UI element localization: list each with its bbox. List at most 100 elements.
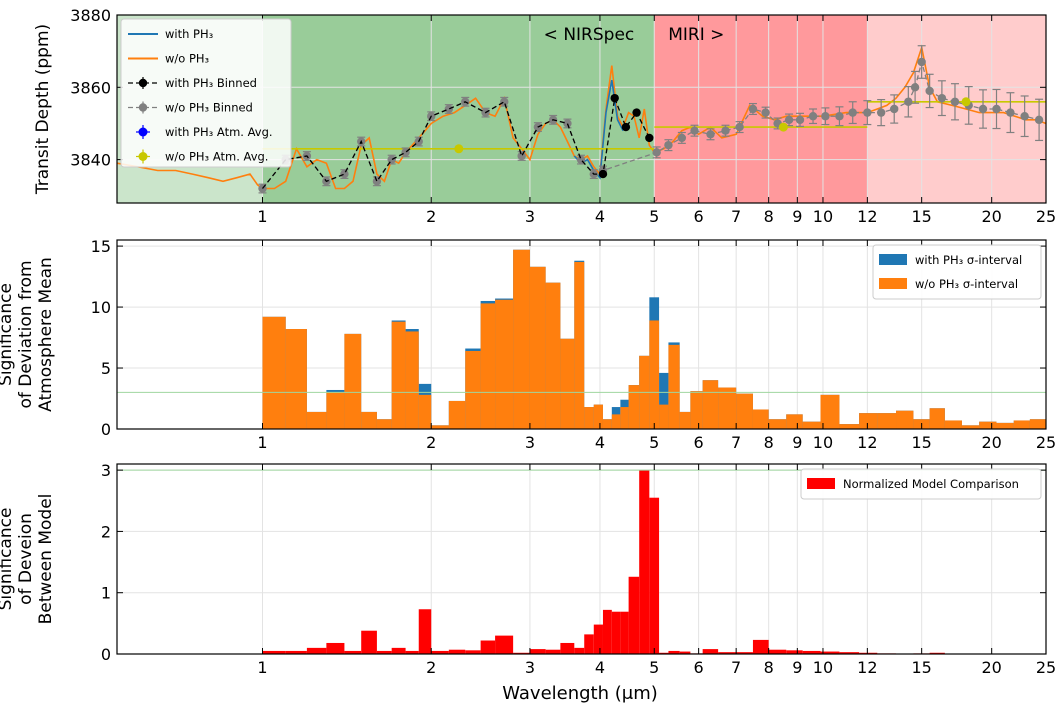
x-tick-label: 8 xyxy=(764,207,774,226)
region-label-nirspec: < NIRSpec xyxy=(544,25,635,45)
x-tick-label: 2 xyxy=(426,207,436,226)
x-tick-label: 25 xyxy=(1036,207,1056,226)
bar-model-comparison xyxy=(820,651,840,654)
transit-depth-panel: < NIRSpec MIRI >1 2 3 4 5 6 7 8 9 10 12 15 20 25384038… xyxy=(33,6,1056,226)
bar-model-comparison xyxy=(361,630,377,654)
x-tick-label: 7 xyxy=(731,207,741,226)
plot-frame xyxy=(116,14,1047,204)
y-axis-label-line: of Deviation from xyxy=(16,260,36,408)
binned-without-ph3-point xyxy=(890,104,899,114)
bar-with-ph3 xyxy=(659,372,669,429)
legend-item: w/o PH₃ Atm. Avg. xyxy=(136,149,268,164)
y-tick-label: 3860 xyxy=(70,78,111,97)
legend: with PH₃ σ-interval w/o PH₃ σ-interval xyxy=(872,244,1042,300)
binned-without-ph3-point xyxy=(517,151,526,161)
bar-without-ph3 xyxy=(611,414,621,429)
binned-without-ph3-point xyxy=(848,108,857,117)
bar-model-comparison xyxy=(285,650,307,654)
x-tick-label: 1 xyxy=(257,658,267,677)
legend-label: with PH₃ Binned xyxy=(165,76,257,90)
binned-without-ph3-point xyxy=(387,155,396,164)
bar-without-ph3 xyxy=(344,333,362,429)
binned-without-ph3-point xyxy=(652,148,661,157)
bar-model-comparison xyxy=(306,647,327,654)
bar-model-comparison xyxy=(602,609,612,654)
bar-without-ph3 xyxy=(768,419,787,429)
bar-model-comparison xyxy=(513,652,530,654)
binned-without-ph3-point xyxy=(706,130,715,139)
y-tick-label: 3 xyxy=(101,461,111,480)
binned-with-ph3-point xyxy=(632,108,641,117)
bar-model-comparison xyxy=(480,640,496,654)
binned-without-ph3-point xyxy=(876,108,886,117)
x-tick-label: 3 xyxy=(525,658,535,677)
binned-without-ph3-point xyxy=(340,169,349,179)
legend-box xyxy=(872,244,1042,300)
bar-without-ph3 xyxy=(285,329,307,429)
legend-item: with PH₃ Atm. Avg. xyxy=(136,125,273,139)
binned-without-ph3-point xyxy=(372,177,382,186)
legend-label: with PH₃ xyxy=(165,27,214,41)
bar-without-ph3 xyxy=(702,380,719,429)
legend-swatch xyxy=(879,278,907,289)
bar-without-ph3 xyxy=(560,338,575,429)
plot-frame xyxy=(116,239,1047,430)
x-tick-label: 3 xyxy=(525,433,535,452)
x-tick-label: 5 xyxy=(649,207,659,226)
y-tick-label: 1 xyxy=(101,584,111,603)
bar-model-comparison xyxy=(802,650,821,654)
bar-model-comparison xyxy=(929,652,945,654)
bar-without-ph3 xyxy=(961,425,980,429)
legend-label: Normalized Model Comparison xyxy=(843,477,1019,491)
y-axis-label-line: Atmosphere Mean xyxy=(36,257,56,412)
bar-model-comparison xyxy=(344,650,362,654)
bar-without-ph3 xyxy=(495,299,514,429)
bar-without-ph3 xyxy=(513,249,530,429)
bar-model-comparison xyxy=(545,649,561,654)
x-tick-label: 25 xyxy=(1036,658,1056,677)
binned-without-ph3-point xyxy=(950,97,960,106)
y-tick-label: 0 xyxy=(101,645,111,664)
bar-without-ph3 xyxy=(690,391,703,429)
y-tick-label: 10 xyxy=(91,298,111,317)
bar-without-ph3 xyxy=(574,261,585,429)
bar-without-ph3 xyxy=(786,414,803,429)
x-tick-label: 20 xyxy=(982,207,1002,226)
bar-model-comparison xyxy=(465,650,481,654)
y-tick-label: 15 xyxy=(91,237,111,256)
bar-without-ph3 xyxy=(418,394,432,429)
bar-model-comparison xyxy=(431,650,449,654)
x-tick-label: 12 xyxy=(857,207,877,226)
bar-without-ph3 xyxy=(405,331,419,429)
legend-item: Normalized Model Comparison xyxy=(807,477,1019,491)
binned-without-ph3-point xyxy=(808,112,818,121)
legend-label: w/o PH₃ xyxy=(165,52,210,66)
region-label-miri: MIRI > xyxy=(668,25,724,45)
binned-without-ph3-point xyxy=(748,104,758,114)
x-tick-label: 5 xyxy=(649,433,659,452)
x-tick-label: 7 xyxy=(731,658,741,677)
x-tick-label: 6 xyxy=(694,433,704,452)
binned-without-ph3-point xyxy=(563,119,572,128)
region-band-2 xyxy=(654,15,868,203)
binned-without-ph3-point xyxy=(784,115,794,125)
bar-without-ph3 xyxy=(668,344,680,429)
plot-area xyxy=(117,240,1046,429)
binned-without-ph3-point xyxy=(1034,115,1044,125)
bar-model-comparison xyxy=(262,650,286,654)
bar-without-ph3 xyxy=(448,400,466,429)
binned-without-ph3-point xyxy=(795,115,805,125)
x-tick-label: 9 xyxy=(792,207,802,226)
bar-without-ph3 xyxy=(628,385,640,429)
bar-without-ph3 xyxy=(718,387,737,429)
bar-without-ph3 xyxy=(1029,419,1046,429)
binned-without-ph3-point xyxy=(992,104,1001,114)
x-tick-label: 20 xyxy=(982,433,1002,452)
bar-without-ph3 xyxy=(649,320,660,429)
bar-without-ph3 xyxy=(431,425,449,429)
x-tick-label: 1 xyxy=(257,207,267,226)
binned-without-ph3-point xyxy=(735,122,744,132)
bar-model-comparison xyxy=(718,652,737,654)
bar-model-comparison xyxy=(768,649,787,654)
binned-with-ph3-point xyxy=(645,133,654,143)
